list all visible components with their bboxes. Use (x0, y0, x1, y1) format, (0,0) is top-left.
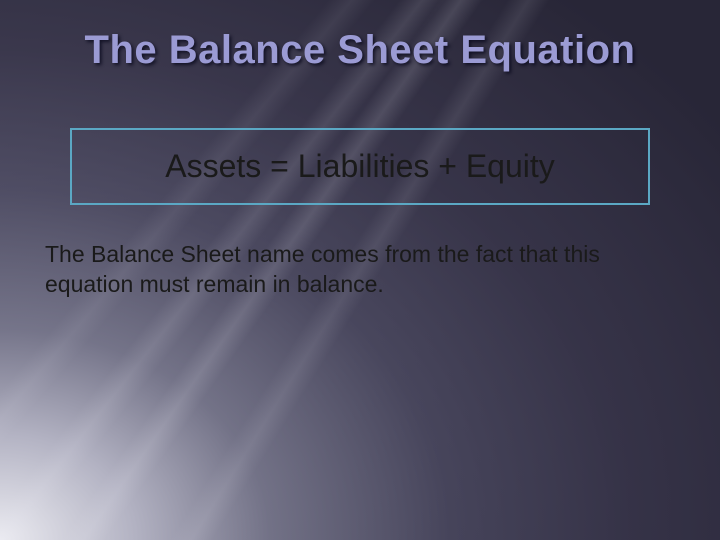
slide-title: The Balance Sheet Equation (40, 28, 680, 73)
slide-content: The Balance Sheet Equation Assets = Liab… (0, 0, 720, 320)
slide-description: The Balance Sheet name comes from the fa… (40, 240, 680, 300)
equation-text: Assets = Liabilities + Equity (82, 148, 638, 185)
equation-box: Assets = Liabilities + Equity (70, 128, 650, 205)
